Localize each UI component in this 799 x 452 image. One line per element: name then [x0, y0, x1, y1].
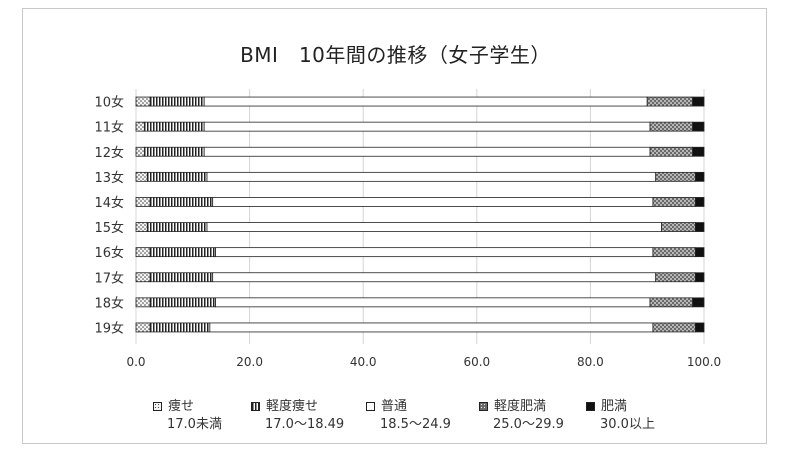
legend-name: 痩せ: [168, 399, 195, 414]
bar-segment-yase: [135, 222, 148, 232]
bar-segment-himan: [692, 146, 705, 157]
legend-swatch: [153, 402, 162, 411]
y-category-label: 19女: [94, 320, 124, 336]
bar-segment-yase: [135, 96, 151, 107]
bar-segment-himan: [695, 171, 705, 182]
legend-range: 30.0以上: [600, 417, 655, 432]
bar-segment-himan: [695, 197, 705, 207]
x-tick-label: 60.0: [463, 355, 490, 369]
x-tick-label: 100.0: [687, 355, 721, 369]
y-axis-labels: 10女 11女 12女 13女 14女 15女 16女 17女 18女 19女: [94, 95, 124, 337]
y-category-label: 16女: [94, 245, 124, 261]
bar-segment-futsu: [212, 197, 654, 207]
x-tick-label: 80.0: [577, 355, 604, 369]
legend-name: 普通: [381, 399, 408, 414]
bar-segment-keidohiman: [661, 222, 696, 232]
bar-segment-keidohiman: [646, 96, 694, 107]
bar-segment-himan: [692, 96, 705, 107]
bars: [135, 96, 705, 333]
bar-segment-himan: [692, 297, 705, 308]
bar-segment-keidoyase: [149, 322, 211, 333]
legend-swatch: [586, 402, 595, 411]
legend-range: 17.0～18.49: [265, 417, 345, 432]
bar-segment-futsu: [203, 146, 651, 157]
y-category-label: 17女: [94, 270, 124, 286]
bar-segment-yase: [135, 171, 148, 182]
legend-swatch: [479, 402, 488, 411]
bar-segment-himan: [695, 322, 705, 333]
legend-item-keidoyase: 軽度痩せ 17.0～18.49: [251, 398, 344, 434]
bar-segment-keidohiman: [652, 247, 696, 258]
legend-swatch: [251, 402, 260, 411]
bar-segment-yase: [135, 297, 151, 308]
bar-segment-keidohiman: [649, 146, 694, 157]
legend-range: 18.5～24.9: [380, 417, 451, 432]
bar-segment-futsu: [203, 121, 651, 132]
x-axis-labels: 0.0 20.0 40.0 60.0 80.0 100.0: [126, 355, 721, 369]
legend-item-futsu: 普通 18.5～24.9: [366, 398, 451, 434]
legend-range: 17.0未満: [167, 417, 222, 432]
x-tick-label: 40.0: [350, 355, 377, 369]
y-category-label: 15女: [94, 220, 124, 236]
legend-item-himan: 肥満 30.0以上: [586, 398, 655, 434]
bar-segment-keidoyase: [149, 197, 214, 207]
bar-segment-keidoyase: [144, 146, 205, 157]
bar-segment-yase: [135, 146, 145, 157]
bar-segment-yase: [135, 322, 151, 333]
bar-segment-keidoyase: [149, 96, 205, 107]
bar-segment-futsu: [212, 272, 657, 283]
bar-segment-yase: [135, 197, 151, 207]
bar-segment-keidoyase: [146, 171, 208, 182]
bar-segment-keidohiman: [649, 121, 694, 132]
bar-segment-keidoyase: [149, 297, 216, 308]
y-category-label: 12女: [94, 145, 124, 161]
y-category-label: 14女: [94, 195, 124, 211]
legend-name: 軽度痩せ: [266, 399, 319, 414]
bar-segment-futsu: [209, 322, 654, 333]
legend-name: 軽度肥満: [494, 399, 547, 414]
bar-segment-futsu: [206, 171, 657, 182]
bar-segment-keidoyase: [144, 121, 205, 132]
y-category-label: 10女: [94, 95, 124, 111]
x-tick-label: 0.0: [126, 355, 145, 369]
bar-segment-futsu: [215, 297, 651, 308]
bar-segment-keidohiman: [655, 272, 696, 283]
legend-item-keidohiman: 軽度肥満 25.0～29.9: [479, 398, 564, 434]
bar-segment-himan: [695, 247, 705, 258]
bar-segment-himan: [695, 272, 705, 283]
legend-swatch: [366, 402, 375, 411]
bar-segment-futsu: [206, 222, 662, 232]
bar-segment-yase: [135, 272, 151, 283]
y-category-label: 13女: [94, 170, 124, 186]
bar-segment-keidohiman: [652, 322, 696, 333]
y-category-label: 11女: [94, 120, 124, 136]
chart-title: BMI 10年間の推移（女子学生）: [240, 43, 551, 67]
bar-segment-himan: [695, 222, 705, 232]
bar-segment-yase: [135, 247, 151, 258]
y-category-label: 18女: [94, 295, 124, 311]
x-tick-label: 20.0: [236, 355, 263, 369]
bar-segment-futsu: [203, 96, 648, 107]
legend-item-yase: 痩せ 17.0未満: [153, 398, 222, 434]
legend-range: 25.0～29.9: [493, 417, 564, 432]
legend-name: 肥満: [601, 399, 628, 414]
bar-segment-keidohiman: [652, 197, 696, 207]
bar-segment-futsu: [215, 247, 654, 258]
bar-segment-himan: [692, 121, 705, 132]
bar-segment-yase: [135, 121, 145, 132]
bar-segment-keidohiman: [649, 297, 694, 308]
bar-segment-keidoyase: [149, 247, 216, 258]
bar-segment-keidohiman: [655, 171, 696, 182]
bar-segment-keidoyase: [149, 272, 214, 283]
bar-segment-keidoyase: [146, 222, 208, 232]
